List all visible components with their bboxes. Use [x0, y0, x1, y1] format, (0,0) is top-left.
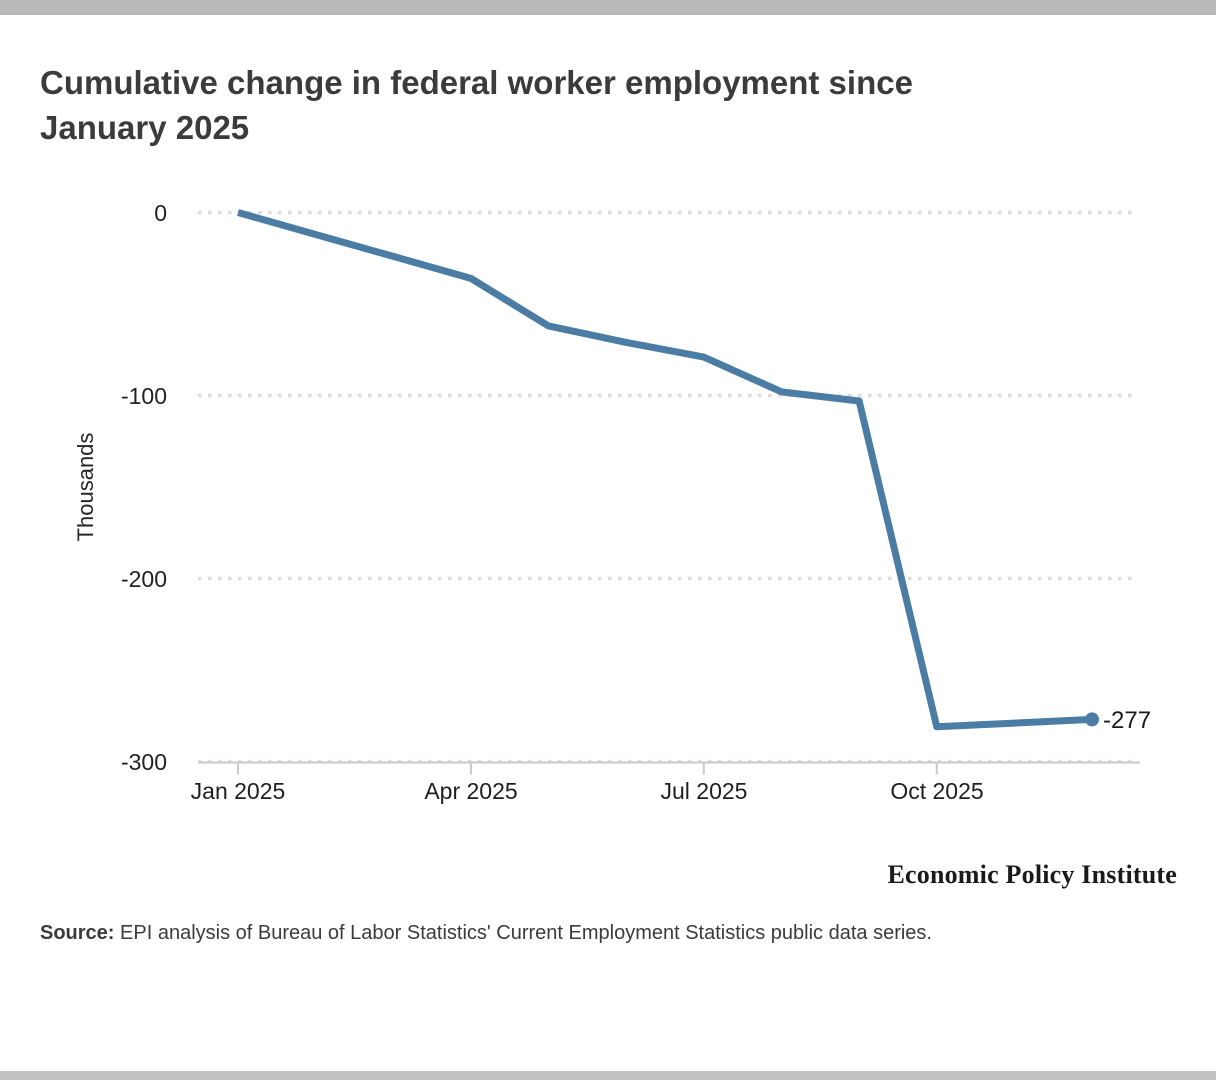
- x-tick-label-apr: Apr 2025: [424, 778, 518, 804]
- chart-title-line-2: January 2025: [40, 109, 250, 146]
- chart-title-line-1: Cumulative change in federal worker empl…: [40, 64, 913, 101]
- bottom-border-bar: [0, 1071, 1216, 1080]
- y-tick-label-0: 0: [154, 200, 167, 226]
- y-tick-label-200: -200: [120, 566, 167, 592]
- x-tick-label-oct: Oct 2025: [890, 778, 984, 804]
- chart-title: Cumulative change in federal worker empl…: [40, 60, 1120, 150]
- source-text: EPI analysis of Bureau of Labor Statisti…: [114, 922, 932, 944]
- x-tick-label-jul: Jul 2025: [660, 778, 748, 804]
- end-point-dot: [1085, 712, 1100, 727]
- y-tick-label-300: -300: [120, 749, 167, 775]
- top-border-bar: [0, 0, 1216, 15]
- source-note: Source: EPI analysis of Bureau of Labor …: [40, 920, 1180, 946]
- x-tick-label-jan: Jan 2025: [190, 778, 286, 804]
- y-tick-label-100: -100: [120, 383, 167, 409]
- data-line: [237, 209, 1093, 731]
- epi-logo-text: Economic Policy Institute: [887, 860, 1177, 889]
- source-label: Source:: [40, 922, 115, 944]
- end-value-label: -277: [1103, 707, 1152, 734]
